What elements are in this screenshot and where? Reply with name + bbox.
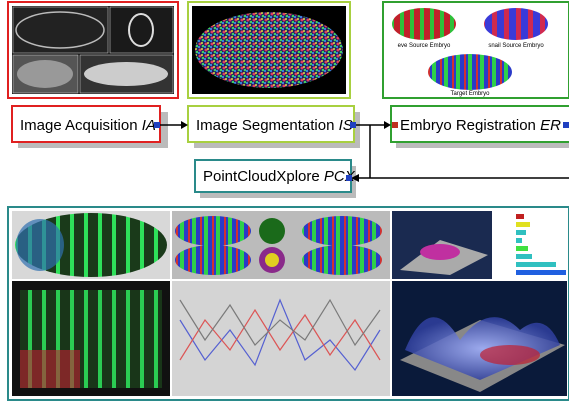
registration-images: eve Source Embryo snail Source Embryo Ta… [382, 1, 569, 99]
image-caption: snail Source Embryo [488, 43, 544, 49]
stage-label: Image Acquisition IA [20, 117, 156, 134]
stage-label: Image Segmentation IS [196, 117, 353, 134]
segmentation-image [187, 1, 351, 99]
stage-boxes [11, 105, 569, 198]
image-caption: Target Embryo [450, 91, 490, 97]
acquisition-images [7, 1, 179, 99]
pcx-views [7, 206, 569, 401]
stage-label: Embryo Registration ER [400, 117, 561, 134]
image-caption: eve Source Embryo [398, 43, 451, 49]
pcx-label: PointCloudXplore PCX [203, 168, 356, 185]
connectors [154, 121, 569, 182]
